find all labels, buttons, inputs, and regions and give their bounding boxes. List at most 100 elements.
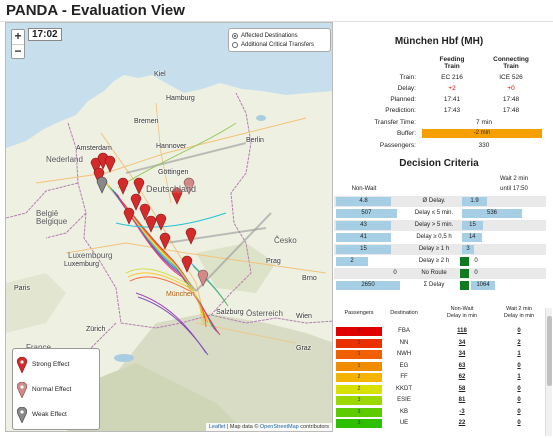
passenger-row[interactable]: 2 KKDT 58 0 <box>334 384 546 395</box>
nonwait-delay-link[interactable]: 62 <box>458 374 466 380</box>
col-passengers: Passengers <box>344 310 374 316</box>
label-city-graz: Graz <box>296 345 312 352</box>
criteria-row: 2 Delay ≥ 2 h 0 <box>334 256 546 267</box>
zoom-in-button[interactable]: + <box>14 29 22 43</box>
legend-label: Strong Effect <box>32 361 70 368</box>
wait-delay-link[interactable]: 0 <box>517 385 521 392</box>
mode-option-affected[interactable]: Affected Destinations <box>232 31 327 40</box>
criteria-row: 0 No Route 0 <box>334 268 546 279</box>
radio-icon[interactable] <box>232 41 238 48</box>
wait-delay-link[interactable]: 0 <box>517 397 521 403</box>
nonwait-value: 15 <box>336 245 392 254</box>
passenger-count: 1 <box>336 361 382 371</box>
nonwait-delay-link[interactable]: 34 <box>458 351 466 357</box>
delay-label: Delay: <box>397 85 416 92</box>
legend-item-normal: Normal Effect <box>17 377 95 402</box>
nonwait-header: Non-Wait <box>351 186 377 192</box>
wait-value: 14 <box>462 233 483 242</box>
feeding-train-header: Feeding Train <box>439 56 465 70</box>
label-city-amsterdam: Amsterdam <box>76 145 112 152</box>
feeding-prediction-value: 17:43 <box>443 107 461 114</box>
wait-value: 15 <box>462 221 483 230</box>
panel-scrollbar[interactable] <box>545 308 552 436</box>
map-tiles <box>6 23 332 431</box>
wait-delay-link[interactable]: 2 <box>517 339 521 346</box>
better-indicator <box>460 257 469 266</box>
criteria-row: 507 Delay ≤ 5 min. 536 <box>334 208 546 219</box>
passengers-table-header: Passengers Destination Non-Wait Delay in… <box>334 306 553 324</box>
label-city-hamburg: Hamburg <box>166 95 195 102</box>
legend-label: Weak Effect <box>32 411 67 418</box>
col-nonwait-a: Non-Wait <box>450 306 474 312</box>
feeding-train-value: EC 216 <box>441 74 463 81</box>
station-title: München Hbf (MH) <box>394 36 484 47</box>
wait-delay-link[interactable]: 0 <box>517 362 521 369</box>
map-view[interactable]: Nederland België Belgique Deutschland Lu… <box>5 22 333 432</box>
app-header: PANDA - Evaluation View <box>0 0 553 22</box>
nonwait-value: 507 <box>336 209 397 218</box>
label-city-hannover: Hannover <box>156 143 187 150</box>
passenger-row[interactable]: 1 FBA 118 0 <box>334 326 546 337</box>
radio-icon[interactable] <box>232 32 238 39</box>
leaflet-link[interactable]: Leaflet <box>208 424 226 430</box>
nonwait-delay-link[interactable]: 81 <box>458 397 466 403</box>
label-city-kiel: Kiel <box>154 71 166 78</box>
marker-weak-icon <box>17 406 27 423</box>
label-country-be2: Belgique <box>36 217 68 226</box>
mode-option-critical-transfers[interactable]: Additional Critical Transfers <box>232 40 327 49</box>
wait-value: 1064 <box>471 281 495 290</box>
passenger-row[interactable]: 3 UE 22 0 <box>334 418 546 429</box>
destination-code: ESIE <box>397 397 411 403</box>
feeding-planned-value: 17:41 <box>443 96 461 103</box>
criteria-label: Ø Delay. <box>422 198 446 204</box>
label-city-zurich: Zürich <box>86 326 106 333</box>
label-country-lu: Luxembourg <box>68 251 113 260</box>
osm-link[interactable]: OpenStreetMap <box>259 424 299 430</box>
col-wait-a: Wait 2 min <box>506 306 532 312</box>
passengers-label: Passengers: <box>379 142 416 149</box>
criteria-row: 43 Delay > 5 min. 15 <box>334 220 546 231</box>
criteria-label: No Route <box>421 270 447 276</box>
scrollbar-thumb[interactable] <box>547 316 552 386</box>
nonwait-value: 4.8 <box>336 197 392 206</box>
wait-delay-link[interactable]: 0 <box>517 408 521 415</box>
passenger-row[interactable]: 2 FF 62 1 <box>334 372 546 383</box>
attribution-tail: contributors <box>298 424 329 430</box>
label-country-be: België <box>36 209 59 218</box>
nonwait-delay-link[interactable]: -3 <box>459 408 465 415</box>
destination-code: KB <box>399 408 408 415</box>
passenger-row[interactable]: 1 NWH 34 1 <box>334 349 546 360</box>
details-panel: München Hbf (MH) Feeding Train Connectin… <box>334 22 553 438</box>
criteria-label: Delay > 5 min. <box>414 222 454 228</box>
criteria-label: Delay ≥ 0,5 h <box>416 234 452 240</box>
wait-delay-link[interactable]: 0 <box>517 328 521 334</box>
passenger-row[interactable]: 3 ESIE 81 0 <box>334 395 546 406</box>
nonwait-delay-link[interactable]: 34 <box>458 339 466 346</box>
wait-delay-link[interactable]: 1 <box>517 351 521 357</box>
zoom-out-button[interactable]: − <box>12 44 24 58</box>
nonwait-delay-link[interactable]: 58 <box>458 385 466 392</box>
passenger-row[interactable]: 3 KB -3 0 <box>334 407 546 418</box>
time-display[interactable]: 17:02 <box>28 28 62 41</box>
nonwait-delay-link[interactable]: 118 <box>457 328 467 334</box>
wait-delay-link[interactable]: 1 <box>517 374 521 380</box>
label-city-berlin: Berlin <box>246 137 264 144</box>
wait-delay-link[interactable]: 0 <box>517 420 521 426</box>
wait-value: 3 <box>462 245 474 254</box>
feeding-delay-value: +2 <box>448 85 456 92</box>
destination-code: UE <box>399 420 409 426</box>
passenger-count: 3 <box>336 419 382 428</box>
wait-value: 0 <box>474 270 478 276</box>
connecting-planned-value: 17:48 <box>502 96 520 103</box>
passenger-row[interactable]: 1 EG 63 0 <box>334 361 546 372</box>
nonwait-delay-link[interactable]: 22 <box>458 420 466 426</box>
label-city-salzburg: Salzburg <box>216 309 244 316</box>
nonwait-delay-link[interactable]: 63 <box>458 362 466 369</box>
buffer-value: -2 min <box>422 129 542 138</box>
legend-item-weak: Weak Effect <box>17 402 95 427</box>
passenger-count: 1 <box>336 338 382 348</box>
nonwait-value: 41 <box>336 233 392 242</box>
destination-code: FF <box>400 374 408 380</box>
passenger-count: 3 <box>336 396 382 405</box>
passenger-row[interactable]: 1 NN 34 2 <box>334 338 546 349</box>
